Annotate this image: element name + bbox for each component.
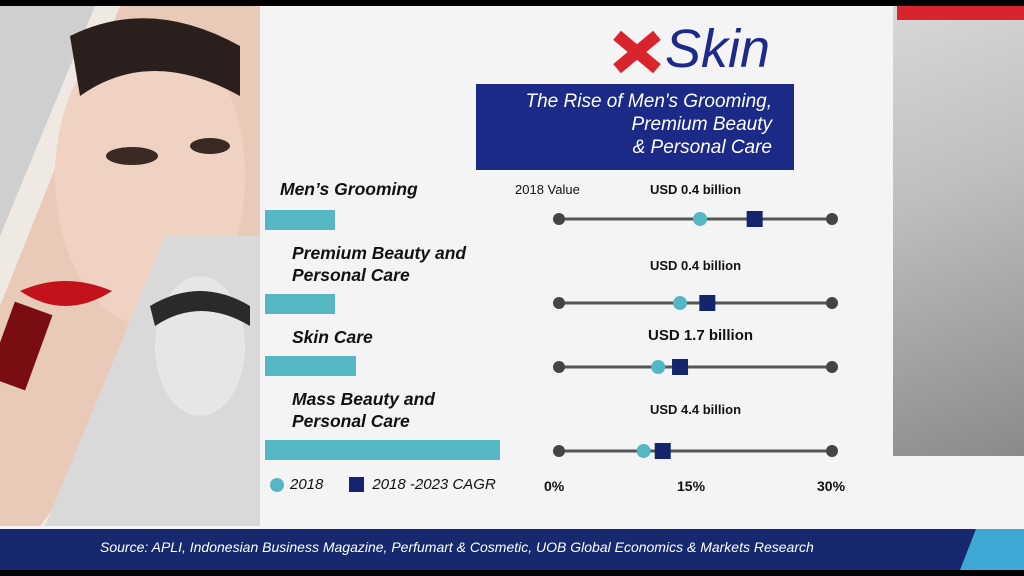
category-label: Premium Beauty and Personal Care xyxy=(292,242,466,286)
point-cagr xyxy=(746,211,763,227)
legend-square-icon xyxy=(349,477,365,492)
category-label: Skin Care xyxy=(292,326,373,348)
category-label-line: Men’s Grooming xyxy=(280,179,418,199)
category-label-line: Premium Beauty and xyxy=(292,243,467,263)
axis-tick-label: 30% xyxy=(817,478,846,494)
track-endpoint xyxy=(553,213,565,225)
value-label: USD 0.4 billion xyxy=(650,258,742,273)
point-2018 xyxy=(651,360,666,374)
category-label-line: Skin Care xyxy=(292,327,373,347)
track-endpoint xyxy=(826,361,838,373)
chart-title: The Rise of Men's Grooming, Premium Beau… xyxy=(476,84,794,170)
value-label: USD 1.7 billion xyxy=(648,327,754,344)
axis-tick-label: 15% xyxy=(677,478,706,494)
model-photo-collage xyxy=(0,6,260,526)
value-label: USD 4.4 billion xyxy=(650,402,742,417)
cosmetics-photo xyxy=(893,6,1024,456)
point-2018 xyxy=(693,212,708,226)
category-label: Mass Beauty and Personal Care xyxy=(292,388,435,432)
track-endpoint xyxy=(553,361,565,373)
point-2018 xyxy=(673,296,688,310)
value-bar xyxy=(265,440,500,460)
legend: 2018 2018 -2023 CAGR xyxy=(270,476,496,493)
legend-label: 2018 -2023 CAGR xyxy=(372,476,496,493)
track-endpoint xyxy=(826,213,838,225)
title-line-2: Premium Beauty xyxy=(631,114,772,135)
title-line-1: The Rise of Men's Grooming, xyxy=(525,91,773,112)
title-line-3: & Personal Care xyxy=(632,137,772,158)
growth-dot-plot xyxy=(553,211,838,459)
infographic: Skin The Rise of Men's Grooming, Premium… xyxy=(0,6,1024,570)
source-footer xyxy=(0,529,1024,570)
value-bar xyxy=(265,356,356,376)
category-label-line: Personal Care xyxy=(292,265,410,285)
legend-label: 2018 xyxy=(290,476,324,493)
track-endpoint xyxy=(553,297,565,309)
axis-tick-label: 0% xyxy=(544,478,565,494)
category-label: Men’s Grooming xyxy=(280,178,418,200)
category-label-line: Mass Beauty and xyxy=(292,389,435,409)
value-column-header: 2018 Value xyxy=(515,182,580,197)
point-cagr xyxy=(672,359,689,375)
track-endpoint xyxy=(826,445,838,457)
point-cagr xyxy=(654,443,671,459)
point-2018 xyxy=(636,444,651,458)
source-text: Source: APLI, Indonesian Business Magazi… xyxy=(100,539,814,555)
legend-circle-icon xyxy=(270,477,284,492)
track-endpoint xyxy=(553,445,565,457)
red-accent-strip xyxy=(897,6,1024,20)
point-cagr xyxy=(699,295,716,311)
track-endpoint xyxy=(826,297,838,309)
category-label-line: Personal Care xyxy=(292,411,410,431)
value-bar xyxy=(265,294,335,314)
brand-logo-text: Skin xyxy=(665,19,771,79)
lipstick-x-logo-icon xyxy=(613,30,661,74)
value-bar xyxy=(265,210,335,230)
value-label: USD 0.4 billion xyxy=(650,182,742,197)
